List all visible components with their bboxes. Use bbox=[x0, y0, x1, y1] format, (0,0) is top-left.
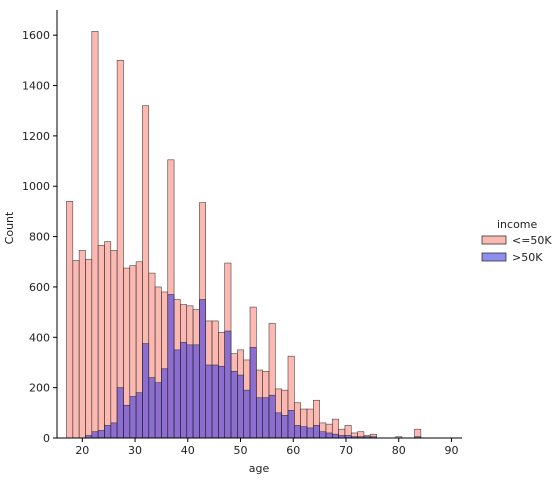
bar-gt50k bbox=[325, 432, 333, 439]
bar-gt50k bbox=[243, 389, 251, 439]
bar-gt50k bbox=[293, 425, 301, 439]
bar-gt50k bbox=[306, 427, 314, 439]
bar-gt50k bbox=[319, 431, 327, 439]
bar-gt50k bbox=[129, 396, 137, 439]
bar-gt50k bbox=[123, 404, 131, 439]
y-tick-label: 1000 bbox=[22, 180, 50, 193]
x-ticks: 20 30 40 50 60 70 80 90 bbox=[75, 438, 458, 457]
bar-gt50k bbox=[205, 364, 213, 439]
bar-gt50k bbox=[268, 394, 276, 439]
bar-le50k bbox=[78, 250, 86, 439]
bar-gt50k bbox=[180, 342, 188, 439]
bar-gt50k bbox=[287, 410, 295, 439]
bar-le50k bbox=[97, 245, 105, 439]
bar-gt50k bbox=[91, 431, 99, 439]
x-tick-label: 60 bbox=[286, 444, 300, 457]
bar-gt50k bbox=[116, 387, 124, 439]
x-axis-label: age bbox=[249, 462, 270, 475]
bar-gt50k bbox=[281, 415, 289, 439]
x-tick-label: 70 bbox=[339, 444, 353, 457]
x-tick-label: 20 bbox=[75, 444, 89, 457]
y-tick-label: 1600 bbox=[22, 29, 50, 42]
bar-gt50k bbox=[104, 425, 112, 439]
legend: income <=50K >50K bbox=[481, 218, 552, 264]
y-tick-label: 800 bbox=[29, 231, 50, 244]
y-tick-label: 1200 bbox=[22, 130, 50, 143]
legend-swatch-gt50k bbox=[481, 252, 507, 262]
bar-le50k bbox=[116, 60, 124, 439]
bar-gt50k bbox=[230, 370, 238, 439]
bar-gt50k bbox=[97, 430, 105, 439]
bar-gt50k bbox=[249, 347, 257, 439]
bar-gt50k bbox=[275, 412, 282, 439]
axes bbox=[56, 10, 462, 439]
bar-gt50k bbox=[135, 392, 143, 439]
legend-label-le50k: <=50K bbox=[512, 234, 552, 247]
legend-label-gt50k: >50K bbox=[512, 251, 543, 264]
y-tick-label: 0 bbox=[43, 432, 50, 445]
bar-gt50k bbox=[142, 343, 150, 439]
y-tick-label: 200 bbox=[29, 382, 50, 395]
bar-gt50k bbox=[331, 433, 339, 439]
legend-swatch-le50k bbox=[481, 235, 507, 245]
bar-gt50k bbox=[173, 349, 181, 439]
bar-gt50k bbox=[300, 426, 308, 439]
bar-gt50k bbox=[192, 344, 200, 439]
bar-gt50k bbox=[154, 382, 162, 439]
y-tick-label: 600 bbox=[29, 281, 50, 294]
bar-gt50k bbox=[218, 365, 225, 439]
x-tick-label: 90 bbox=[444, 444, 458, 457]
bar-le50k bbox=[66, 201, 74, 439]
y-tick-label: 400 bbox=[29, 331, 50, 344]
bar-gt50k bbox=[224, 330, 232, 439]
x-tick-label: 80 bbox=[392, 444, 406, 457]
y-tick-label: 1400 bbox=[22, 80, 50, 93]
bar-gt50k bbox=[110, 422, 118, 439]
bar-gt50k bbox=[256, 397, 263, 439]
y-ticks: 0 200 400 600 800 1000 1200 1400 1600 bbox=[22, 29, 57, 445]
y-axis-label: Count bbox=[3, 211, 16, 244]
x-tick-label: 40 bbox=[181, 444, 195, 457]
bar-le50k bbox=[110, 250, 118, 439]
x-tick-label: 50 bbox=[234, 444, 248, 457]
bar-gt50k bbox=[161, 368, 169, 439]
bar-le50k bbox=[91, 31, 99, 439]
bar-gt50k bbox=[199, 299, 207, 439]
bar-le50k bbox=[72, 260, 80, 439]
bar-gt50k bbox=[211, 364, 219, 439]
bar-gt50k bbox=[186, 344, 194, 439]
bar-gt50k bbox=[312, 425, 320, 439]
bar-gt50k bbox=[148, 377, 156, 439]
x-tick-label: 30 bbox=[128, 444, 142, 457]
bar-gt50k bbox=[262, 397, 270, 439]
legend-title: income bbox=[497, 218, 538, 231]
bar-gt50k bbox=[237, 374, 244, 439]
bar-le50k bbox=[104, 241, 112, 439]
bar-gt50k bbox=[167, 294, 175, 439]
bar-le50k bbox=[85, 258, 93, 439]
